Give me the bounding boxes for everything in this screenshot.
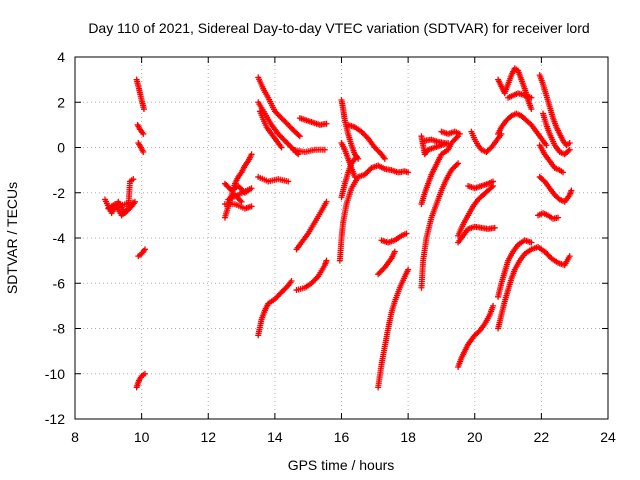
- y-tick-label: -10: [45, 366, 65, 382]
- data-point-marker: [141, 246, 148, 253]
- data-point-marker: [566, 253, 573, 260]
- y-axis-label: SDTVAR / TECUs: [4, 182, 20, 294]
- data-point-marker: [491, 224, 498, 231]
- x-tick-label: 24: [600, 429, 616, 445]
- y-tick-label: 4: [57, 49, 65, 65]
- x-tick-label: 22: [534, 429, 550, 445]
- data-point-marker: [248, 151, 255, 158]
- data-point-marker: [248, 203, 255, 210]
- data-point-marker: [555, 214, 562, 221]
- data-series: [101, 65, 575, 391]
- data-point-marker: [456, 130, 463, 137]
- y-axis: 4 2 0 -2 -4 -6 -8 -10 -12: [45, 49, 608, 427]
- data-point-marker: [323, 198, 330, 205]
- data-point-marker: [321, 146, 328, 153]
- x-tick-label: 16: [334, 429, 350, 445]
- data-point-marker: [568, 187, 575, 194]
- data-point-marker: [295, 132, 302, 139]
- data-point-marker: [391, 248, 398, 255]
- grid: [75, 57, 608, 419]
- y-tick-label: -6: [53, 275, 66, 291]
- data-point-marker: [278, 144, 285, 151]
- data-point-marker: [403, 230, 410, 237]
- data-point-marker: [528, 94, 535, 101]
- data-point-marker: [441, 139, 448, 146]
- x-axis: 8 10 12 14 16 18 20 22 24: [71, 57, 616, 445]
- data-point-marker: [528, 106, 535, 113]
- data-point-marker: [288, 277, 295, 284]
- data-point-marker: [405, 169, 412, 176]
- data-point-marker: [528, 239, 535, 246]
- data-point-marker: [543, 142, 550, 149]
- data-point-marker: [141, 370, 148, 377]
- y-tick-label: -2: [53, 185, 66, 201]
- data-point-marker: [140, 106, 147, 113]
- data-point-marker: [353, 153, 360, 160]
- chart-title: Day 110 of 2021, Sidereal Day-to-day VTE…: [88, 20, 589, 36]
- x-tick-label: 14: [267, 429, 283, 445]
- data-point-marker: [140, 130, 147, 137]
- y-tick-label: -4: [53, 230, 66, 246]
- y-tick-label: -12: [45, 411, 65, 427]
- x-axis-label: GPS time / hours: [288, 457, 395, 473]
- y-tick-label: 0: [57, 140, 65, 156]
- x-tick-label: 8: [71, 429, 79, 445]
- x-tick-label: 20: [467, 429, 483, 445]
- data-point-marker: [490, 302, 497, 309]
- data-point-marker: [296, 133, 303, 140]
- data-point-marker: [566, 146, 573, 153]
- data-point-marker: [238, 198, 245, 205]
- data-point-marker: [323, 257, 330, 264]
- y-tick-label: 2: [57, 94, 65, 110]
- data-point-marker: [455, 160, 462, 167]
- data-point-marker: [566, 139, 573, 146]
- data-point-marker: [560, 169, 567, 176]
- y-tick-label: -8: [53, 321, 66, 337]
- data-point-marker: [140, 149, 147, 156]
- data-point-marker: [130, 176, 137, 183]
- x-tick-label: 12: [200, 429, 216, 445]
- data-point-marker: [295, 151, 302, 158]
- data-point-marker: [285, 178, 292, 185]
- x-tick-label: 18: [400, 429, 416, 445]
- x-tick-label: 10: [134, 429, 150, 445]
- data-point-marker: [381, 155, 388, 162]
- data-point-marker: [490, 178, 497, 185]
- data-point-marker: [323, 120, 330, 127]
- data-point-marker: [565, 147, 572, 154]
- data-point-marker: [405, 266, 412, 273]
